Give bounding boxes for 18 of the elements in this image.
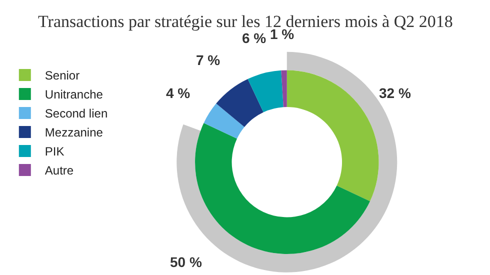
legend-label: Mezzanine bbox=[44, 126, 104, 140]
data-label: 4 % bbox=[166, 85, 191, 101]
legend-label: Senior bbox=[44, 68, 80, 83]
donut-slice bbox=[195, 122, 370, 254]
donut-slice bbox=[216, 78, 264, 127]
legend-label: Autre bbox=[44, 164, 74, 178]
donut-slice bbox=[204, 104, 244, 139]
data-label: 6 % bbox=[242, 30, 267, 46]
donut-slice bbox=[286, 70, 379, 202]
donut-slice bbox=[248, 70, 284, 112]
data-label: 1 % bbox=[270, 26, 295, 42]
data-label: 32 % bbox=[379, 85, 412, 101]
data-label: 7 % bbox=[196, 52, 221, 68]
legend-label: Unitranche bbox=[44, 88, 104, 102]
legend-label: Second lien bbox=[44, 106, 108, 121]
donut-slice bbox=[281, 70, 287, 108]
legend-label: PIK bbox=[44, 144, 64, 159]
data-label: 50 % bbox=[170, 254, 202, 270]
